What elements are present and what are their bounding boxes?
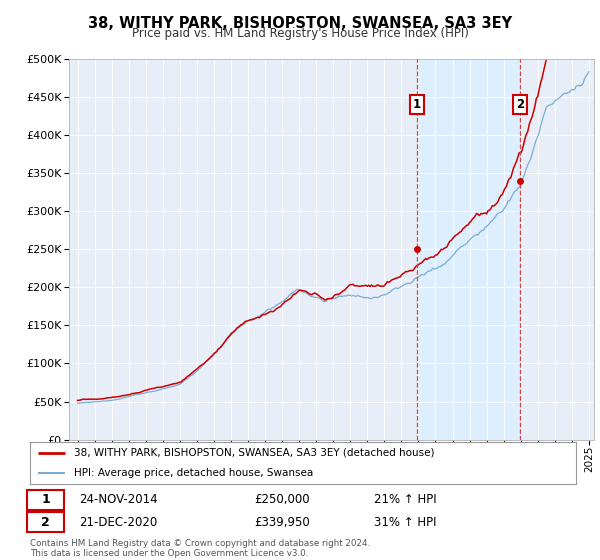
Text: £250,000: £250,000 (254, 493, 310, 506)
Text: HPI: Average price, detached house, Swansea: HPI: Average price, detached house, Swan… (74, 468, 313, 478)
Text: 1: 1 (413, 98, 421, 111)
Text: £339,950: £339,950 (254, 516, 310, 529)
FancyBboxPatch shape (27, 489, 64, 510)
Text: 2: 2 (41, 516, 50, 529)
Text: 2: 2 (516, 98, 524, 111)
Text: 1: 1 (41, 493, 50, 506)
Text: 38, WITHY PARK, BISHOPSTON, SWANSEA, SA3 3EY: 38, WITHY PARK, BISHOPSTON, SWANSEA, SA3… (88, 16, 512, 31)
FancyBboxPatch shape (27, 512, 64, 533)
Text: 24-NOV-2014: 24-NOV-2014 (79, 493, 158, 506)
Bar (417, 59, 520, 440)
Text: Price paid vs. HM Land Registry's House Price Index (HPI): Price paid vs. HM Land Registry's House … (131, 27, 469, 40)
Text: 21% ↑ HPI: 21% ↑ HPI (374, 493, 437, 506)
Text: Contains HM Land Registry data © Crown copyright and database right 2024.
This d: Contains HM Land Registry data © Crown c… (30, 539, 370, 558)
Text: 31% ↑ HPI: 31% ↑ HPI (374, 516, 436, 529)
Text: 38, WITHY PARK, BISHOPSTON, SWANSEA, SA3 3EY (detached house): 38, WITHY PARK, BISHOPSTON, SWANSEA, SA3… (74, 448, 434, 458)
Text: 21-DEC-2020: 21-DEC-2020 (79, 516, 157, 529)
